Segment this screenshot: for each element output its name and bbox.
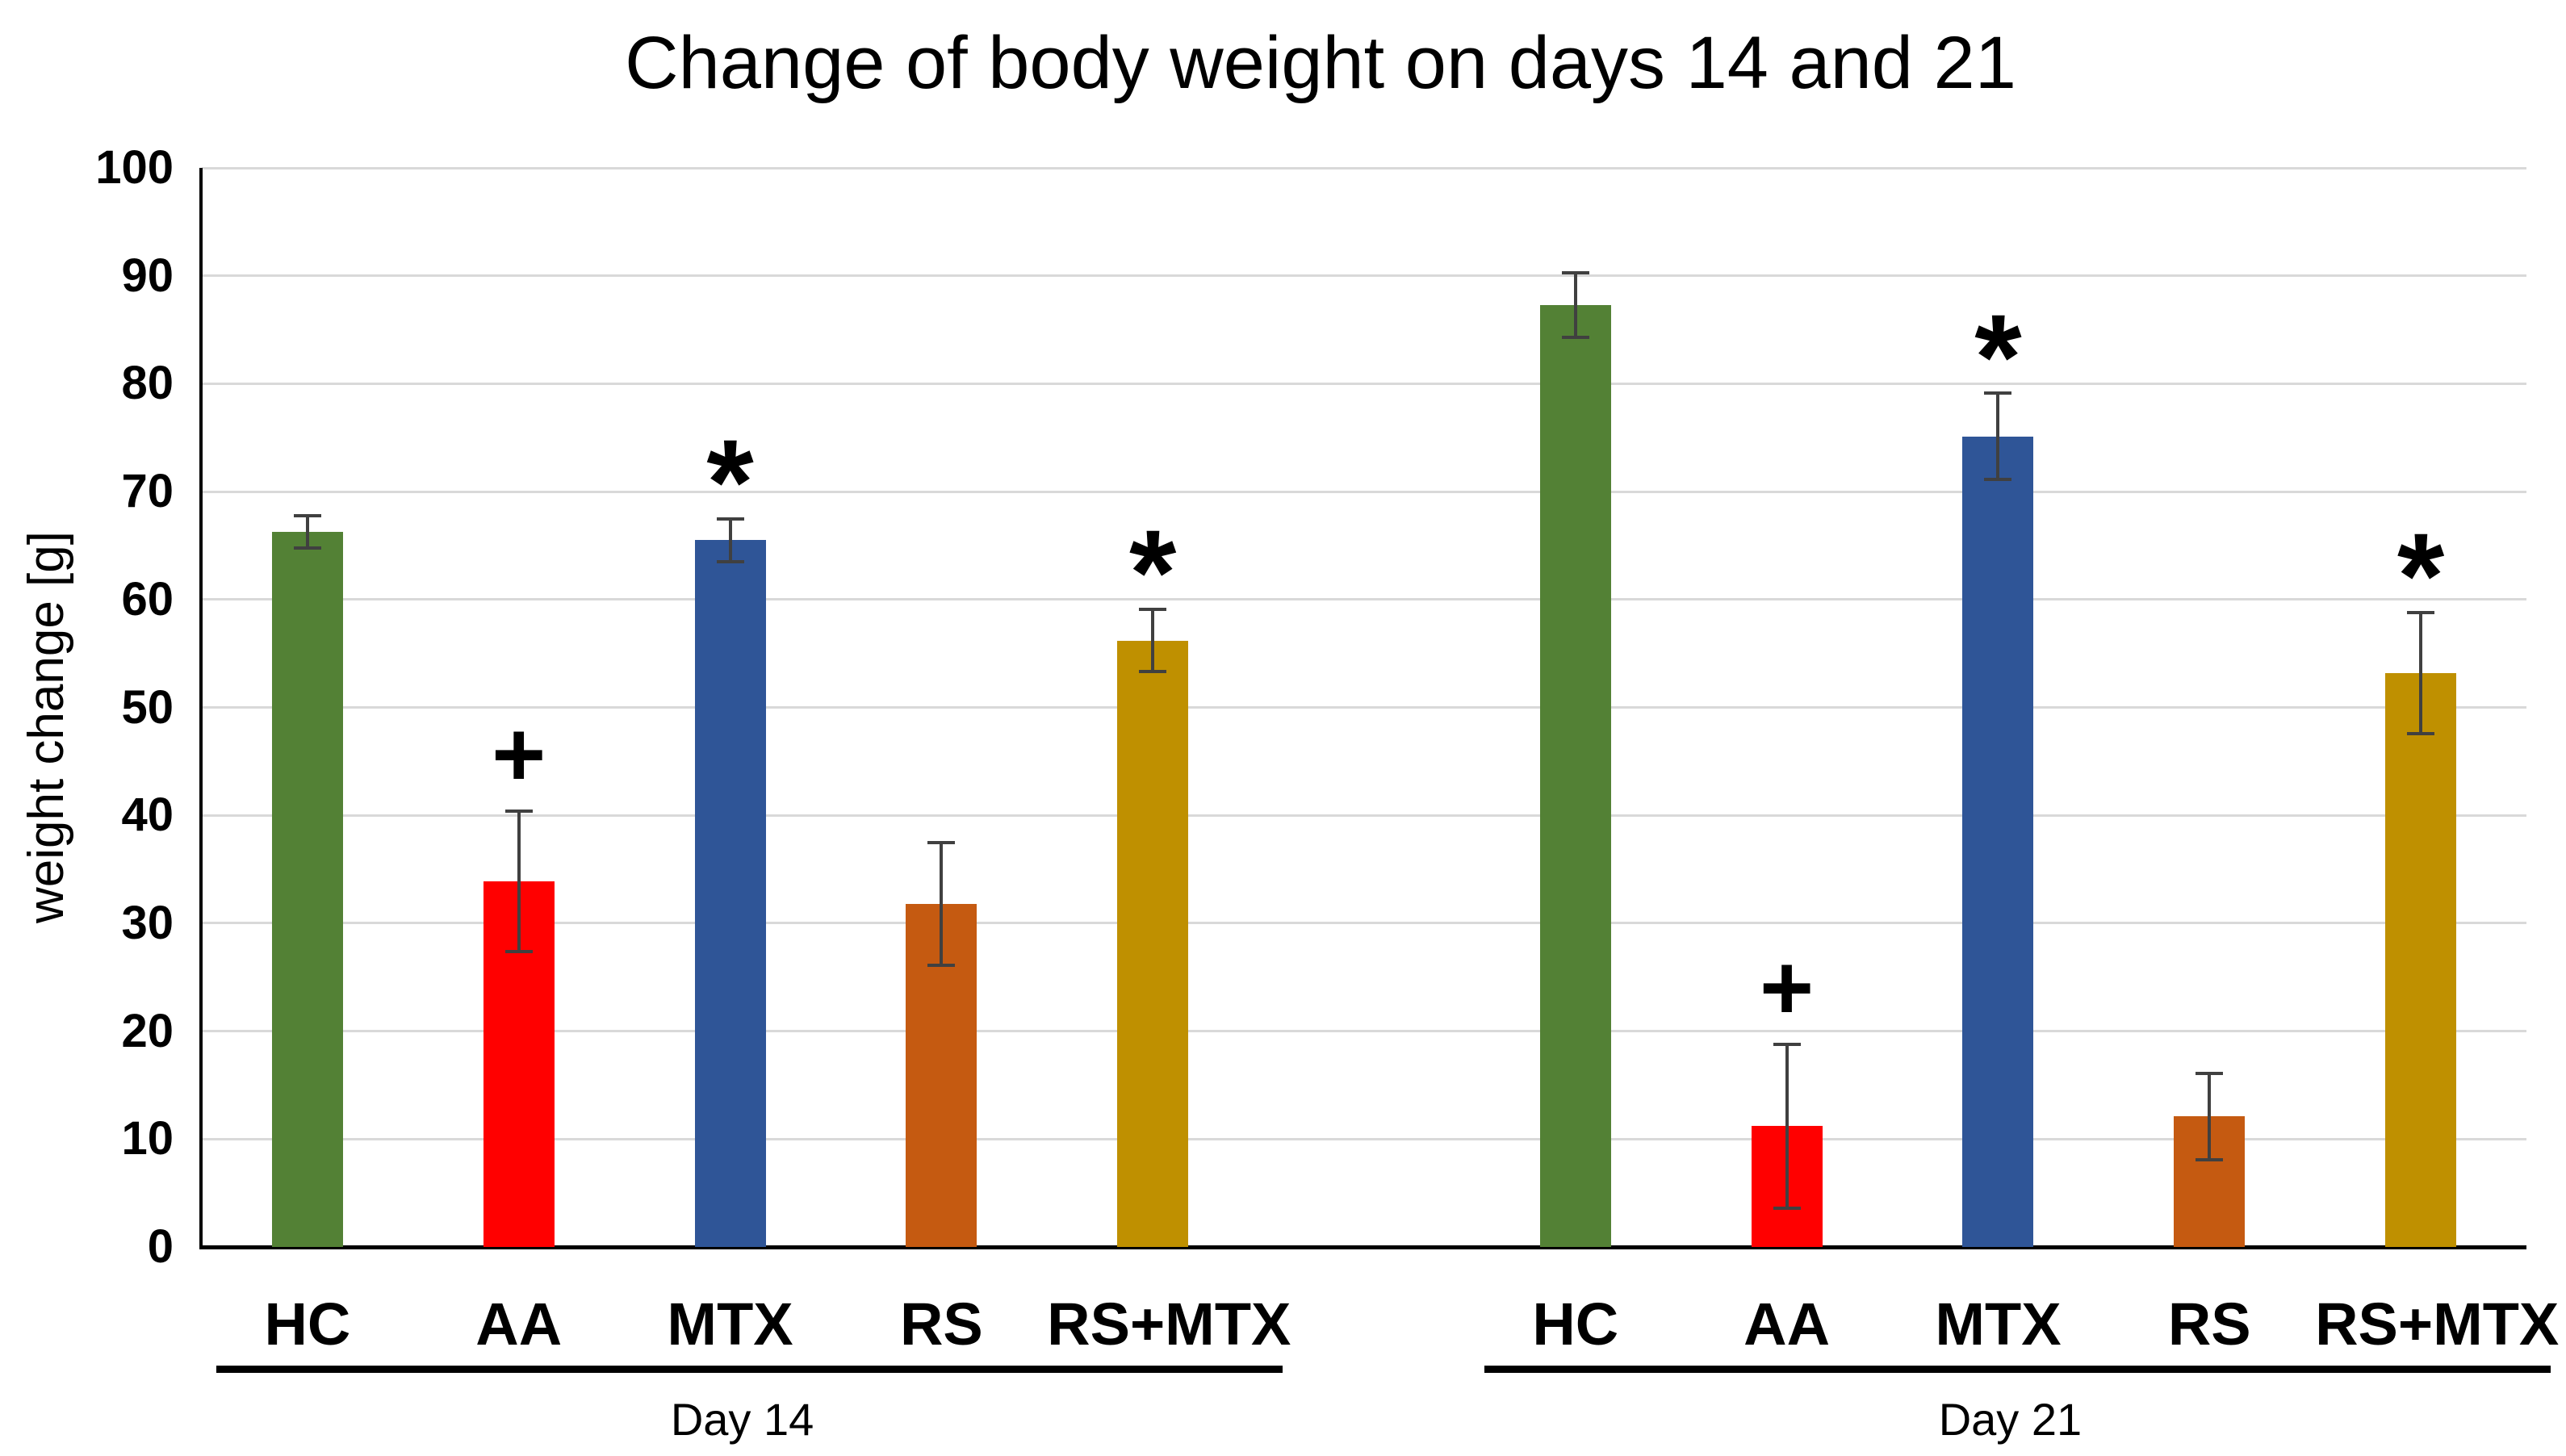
error-bar [1151,609,1155,672]
significance-marker: * [2396,508,2445,644]
gridline [202,166,2526,169]
category-label: HC [1532,1291,1619,1358]
significance-marker: + [1760,935,1815,1040]
category-label: MTX [667,1291,793,1358]
significance-marker: + [492,702,546,806]
category-label: RS [2167,1291,2251,1358]
gridline [202,706,2526,709]
category-label: AA [475,1291,563,1358]
chart-title: Change of body weight on days 14 and 21 [625,22,2016,104]
y-tick-label: 60 [121,572,174,625]
y-tick-label: 70 [121,465,174,518]
error-bar-cap [1139,607,1167,611]
y-tick-label: 30 [121,896,174,949]
bar-mtx-day-14 [694,540,766,1247]
error-bar-cap [1773,1042,1801,1046]
error-bar [1573,272,1577,337]
y-tick-label: 40 [121,789,174,842]
y-tick-label: 80 [121,357,174,410]
gridline [202,814,2526,817]
error-bar-cap [716,517,744,521]
bar-rs-mtx-day-21 [2385,672,2457,1247]
x-axis-baseline [202,1245,2526,1249]
group-underline [216,1366,1283,1373]
error-bar-cap [293,546,321,550]
error-bar-cap [716,560,744,563]
group-underline [1484,1366,2551,1373]
error-bar [728,518,732,562]
significance-marker: * [1974,288,2022,425]
error-bar [1996,393,2000,480]
y-axis-line [199,168,203,1249]
error-bar [1785,1044,1789,1208]
error-bar-cap [2196,1157,2224,1161]
gridline [202,490,2526,493]
error-bar-cap [2407,731,2435,735]
error-bar [305,515,309,548]
category-label: MTX [1935,1291,2062,1358]
group-label: Day 14 [670,1394,814,1445]
error-bar-cap [1984,391,2012,395]
error-bar-cap [1561,270,1589,274]
error-bar [517,810,521,952]
category-label: HC [264,1291,351,1358]
y-tick-label: 100 [95,141,174,194]
error-bar-cap [2196,1071,2224,1075]
bar-hc-day-21 [1539,304,1611,1247]
category-label: AA [1743,1291,1831,1358]
error-bar [940,842,944,966]
gridline [202,598,2526,601]
significance-marker: * [706,414,754,550]
error-bar-cap [504,809,533,813]
error-bar-cap [2407,610,2435,614]
error-bar-cap [927,840,956,844]
error-bar-cap [1139,670,1167,674]
bar-hc-day-14 [271,531,343,1247]
error-bar-cap [1561,335,1589,339]
y-tick-label: 10 [121,1112,174,1165]
group-label: Day 21 [1938,1394,2083,1445]
gridline [202,382,2526,385]
category-label: RS+MTX [1047,1291,1291,1358]
category-label: RS+MTX [2315,1291,2560,1358]
error-bar-cap [1984,478,2012,482]
gridline [202,274,2526,278]
y-tick-label: 20 [121,1004,174,1057]
significance-marker: * [1128,504,1177,641]
bar-mtx-day-21 [1962,436,2034,1247]
y-tick-label: 90 [121,249,174,302]
gridline [202,1137,2526,1140]
error-bar [2208,1073,2212,1160]
error-bar [2419,612,2423,734]
y-tick-label: 50 [121,680,174,734]
error-bar-cap [927,964,956,968]
error-bar-cap [293,513,321,517]
y-tick-label: 0 [147,1220,174,1273]
bar-rs-mtx-day-14 [1117,640,1189,1247]
error-bar-cap [504,949,533,953]
category-label: RS [899,1291,983,1358]
gridline [202,1030,2526,1033]
error-bar-cap [1773,1206,1801,1210]
gridline [202,922,2526,925]
